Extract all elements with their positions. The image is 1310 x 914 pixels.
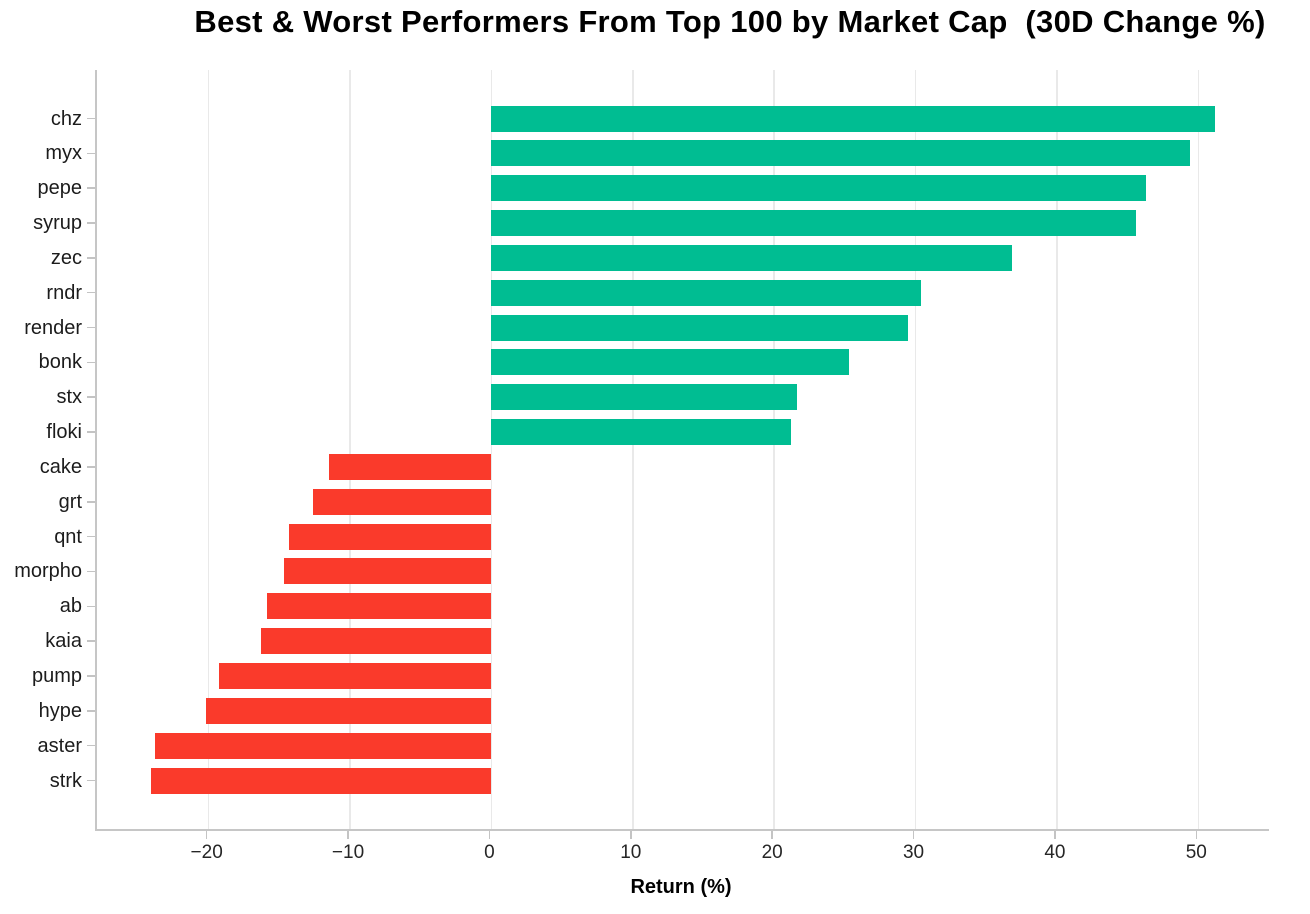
bar-myx (491, 140, 1190, 167)
y-tick-mark (87, 640, 95, 642)
y-tick-mark (87, 466, 95, 468)
y-tick-mark (87, 744, 95, 747)
x-tick-label: 20 (761, 842, 783, 863)
x-tick-mark (1195, 831, 1198, 839)
y-tick-label-myx: myx (45, 142, 82, 165)
y-tick-label-syrup: syrup (33, 212, 82, 235)
x-tick-label: 50 (1185, 842, 1207, 863)
y-tick-mark (87, 187, 95, 189)
y-tick-label-pepe: pepe (37, 177, 83, 200)
bar-zec (491, 244, 1012, 271)
y-tick-label-hype: hype (38, 699, 82, 722)
bar-strk (150, 767, 492, 794)
bar-kaia (260, 628, 492, 655)
x-tick-label: 0 (484, 842, 495, 863)
bar-syrup (491, 210, 1137, 237)
x-axis-label: Return (%) (630, 876, 732, 898)
y-tick-label-bonk: bonk (38, 351, 82, 374)
x-tick-label: 40 (1044, 842, 1066, 863)
bar-grt (313, 488, 492, 515)
x-tick-mark (488, 831, 491, 839)
chart-title: Best & Worst Performers From Top 100 by … (194, 4, 1266, 39)
gridline (632, 70, 634, 829)
y-tick-label-cake: cake (39, 455, 82, 478)
gridline (490, 70, 493, 829)
y-tick-mark (87, 396, 95, 398)
y-tick-mark (87, 152, 95, 155)
gridline (914, 70, 917, 829)
bar-render (491, 314, 909, 341)
x-tick-mark (205, 831, 208, 839)
x-tick-mark (912, 831, 915, 839)
bar-stx (491, 384, 797, 411)
x-tick-mark (771, 831, 773, 839)
y-tick-label-chz: chz (50, 107, 82, 130)
y-tick-label-morpho: morpho (14, 560, 82, 583)
gridline (349, 70, 351, 829)
y-tick-label-render: render (24, 316, 82, 339)
gridline (773, 70, 775, 829)
gridline (207, 70, 210, 829)
y-tick-label-ab: ab (59, 595, 82, 618)
y-tick-label-grt: grt (58, 490, 82, 513)
bar-cake (328, 453, 492, 480)
bar-pump (218, 662, 492, 689)
x-tick-mark (347, 831, 349, 839)
y-tick-label-stx: stx (56, 386, 82, 409)
bar-chz (491, 105, 1216, 132)
bar-aster (154, 732, 492, 759)
bar-qnt (289, 523, 492, 550)
y-tick-mark (87, 535, 95, 538)
x-tick-label: 30 (902, 842, 925, 863)
bar-morpho (283, 558, 492, 585)
x-tick-mark (630, 831, 632, 839)
y-tick-mark (87, 361, 95, 364)
gridline (1197, 70, 1200, 829)
y-tick-label-pump: pump (31, 664, 82, 687)
y-tick-mark (87, 222, 95, 224)
x-tick-mark (1054, 831, 1056, 839)
y-tick-label-kaia: kaia (45, 630, 82, 653)
y-tick-mark (87, 675, 95, 677)
y-tick-label-strk: strk (49, 769, 82, 792)
x-tick-label: −20 (190, 842, 223, 863)
gridline (1056, 70, 1058, 829)
bar-floki (491, 419, 792, 446)
y-tick-mark (87, 570, 95, 573)
y-tick-mark (87, 291, 95, 294)
bar-bonk (491, 349, 850, 376)
bar-ab (266, 593, 492, 620)
y-tick-label-rndr: rndr (46, 281, 82, 304)
x-tick-label: −10 (331, 842, 365, 863)
plot-area (95, 70, 1269, 831)
y-tick-mark (87, 257, 95, 259)
y-tick-mark (87, 605, 95, 608)
y-tick-mark (87, 710, 95, 712)
y-tick-label-qnt: qnt (54, 525, 82, 548)
y-tick-mark (87, 501, 95, 503)
y-tick-mark (87, 326, 95, 329)
bar-hype (205, 697, 492, 724)
bar-pepe (491, 175, 1146, 202)
y-tick-label-aster: aster (37, 734, 82, 757)
bar-rndr (491, 279, 922, 306)
x-tick-label: 10 (620, 842, 642, 863)
y-tick-label-zec: zec (50, 246, 82, 269)
y-tick-mark (87, 431, 95, 433)
y-tick-mark (87, 779, 95, 782)
y-tick-label-floki: floki (46, 421, 82, 444)
y-tick-mark (87, 117, 95, 120)
